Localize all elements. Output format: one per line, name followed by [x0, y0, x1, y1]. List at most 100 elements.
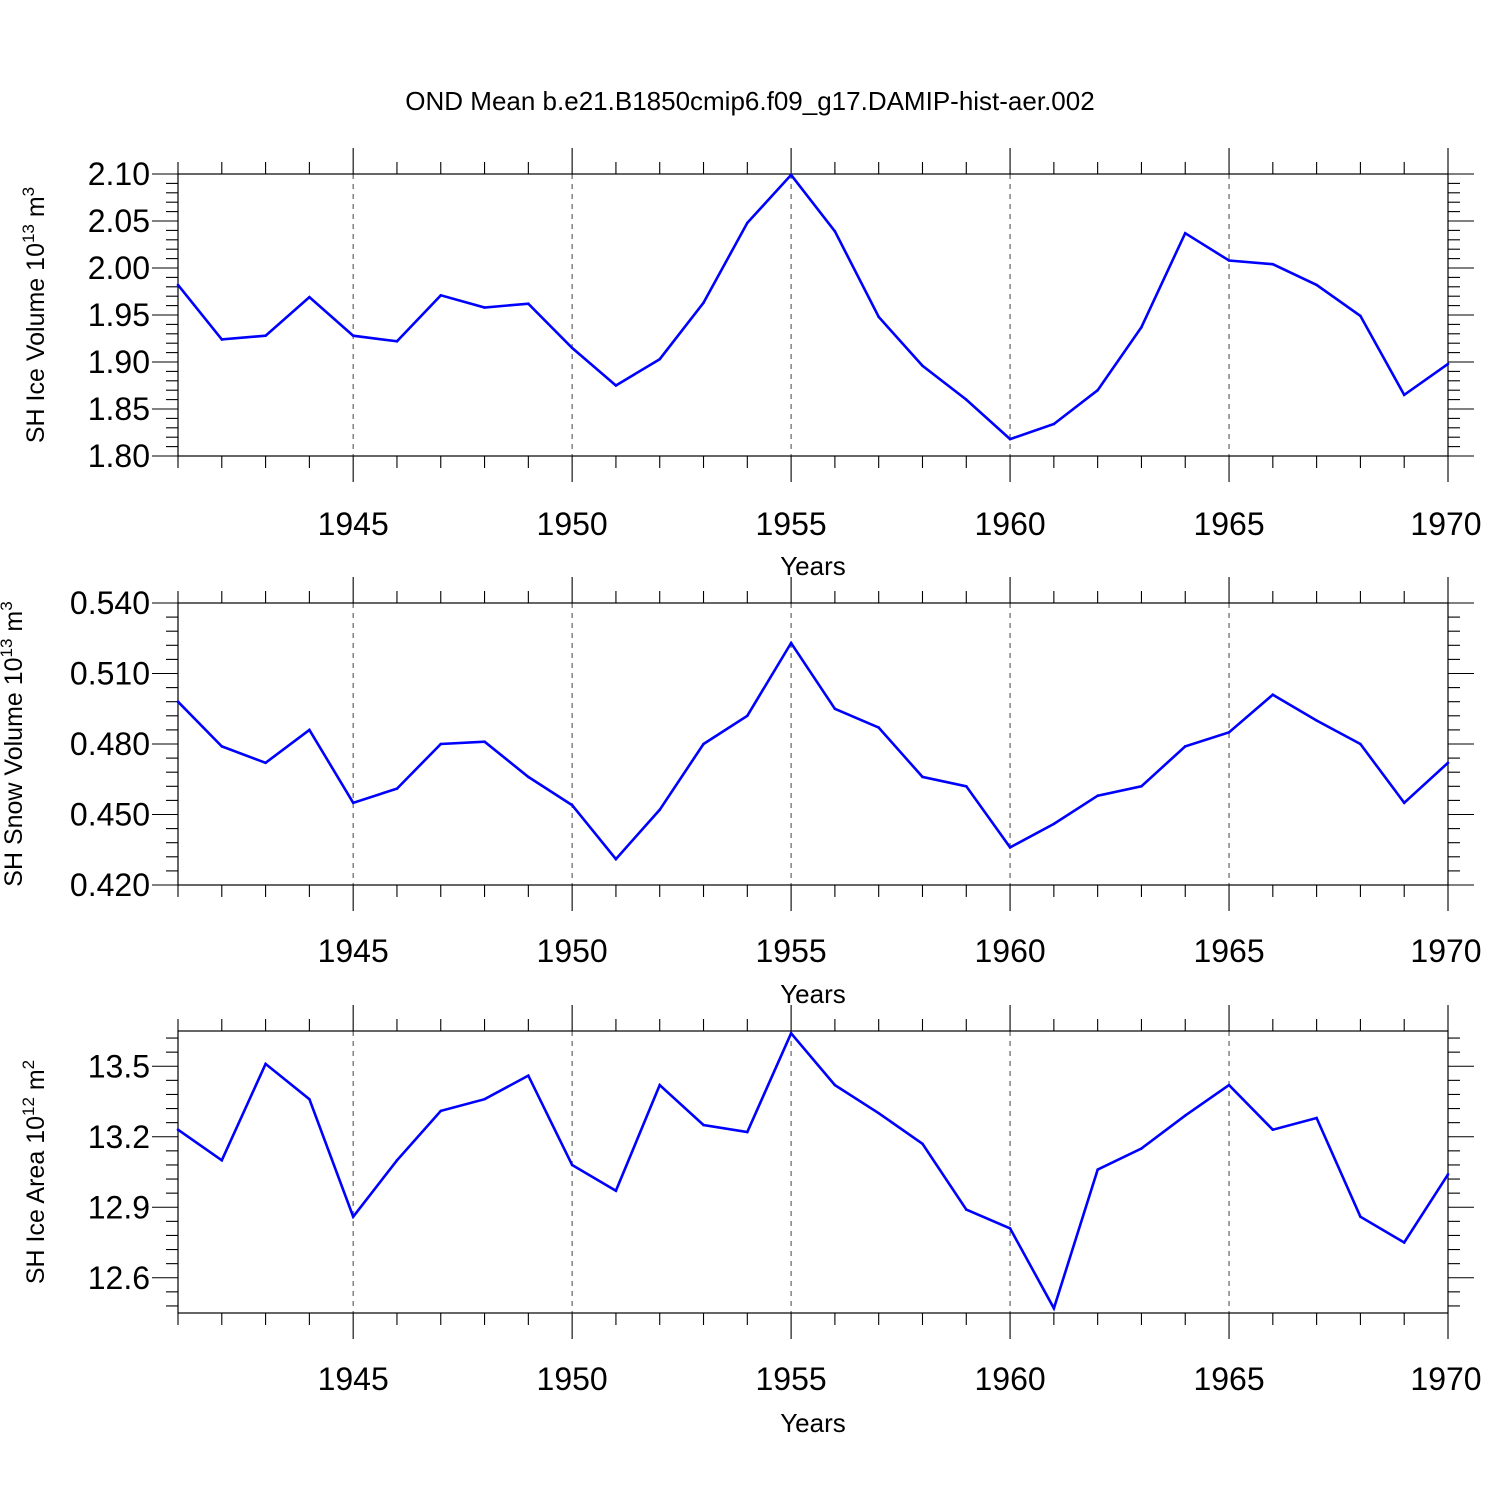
data-point — [746, 714, 749, 718]
data-point — [1008, 437, 1012, 441]
x-tick-label: 1970 — [1410, 1361, 1481, 1397]
x-tick-label: 1960 — [974, 933, 1045, 969]
data-point — [1096, 388, 1099, 392]
y-tick-label: 1.80 — [88, 438, 150, 474]
y-axis-title: SH Ice Volume 1013 m3 — [19, 187, 50, 443]
data-point — [833, 230, 837, 233]
data-point — [1359, 742, 1362, 746]
data-point — [395, 340, 399, 343]
data-point — [308, 728, 311, 732]
data-point — [877, 1111, 880, 1115]
data-point — [1183, 1114, 1187, 1117]
data-point — [964, 1208, 968, 1211]
data-point — [1315, 719, 1318, 722]
data-point — [527, 1074, 530, 1077]
y-axis-title-exponent: 13 — [19, 224, 38, 243]
data-point — [1446, 761, 1450, 765]
figure-title: OND Mean b.e21.B1850cmip6.f09_g17.DAMIP-… — [405, 86, 1094, 116]
data-point — [483, 740, 486, 743]
x-tick-label: 1960 — [974, 1361, 1045, 1397]
y-tick-label: 2.10 — [88, 156, 150, 192]
x-tick-label: 1960 — [974, 506, 1045, 542]
y-tick-label: 0.450 — [70, 797, 150, 833]
x-tick-label: 1965 — [1193, 506, 1264, 542]
data-point — [702, 1123, 705, 1127]
y-axis-title-main: SH Snow Volume 10 — [0, 657, 28, 886]
data-point — [1183, 745, 1187, 748]
x-tick-label: 1945 — [318, 506, 389, 542]
data-point — [1227, 1083, 1231, 1087]
plot-frame — [177, 602, 1449, 886]
data-point — [220, 745, 224, 748]
data-point — [1402, 393, 1406, 397]
data-point — [395, 1158, 399, 1162]
data-point — [439, 1109, 443, 1113]
data-point — [877, 315, 880, 319]
data-point — [220, 338, 224, 341]
y-axis-title-unit-exponent: 3 — [0, 601, 16, 610]
y-axis-title: SH Ice Area 1012 m2 — [19, 1060, 50, 1284]
y-tick-label: 2.05 — [88, 203, 150, 239]
y-axis-title-unit: m — [22, 196, 50, 224]
data-point — [570, 803, 574, 807]
data-point — [1271, 693, 1275, 696]
data-point — [483, 306, 486, 309]
y-tick-label: 1.85 — [88, 391, 150, 427]
y-axis-title-main: SH Ice Area 10 — [22, 1116, 50, 1284]
y-axis-title-unit: m — [22, 1069, 50, 1097]
chart-panel-3: 12.6 12.9 13.2 13.5 1945 1950 1955 1960 1965 1970… — [19, 1005, 1482, 1438]
data-point — [264, 761, 267, 765]
x-tick-label: 1965 — [1193, 1361, 1264, 1397]
data-point — [1271, 1128, 1275, 1131]
y-tick-label: 0.540 — [70, 585, 150, 621]
panels: 1.80 1.85 1.90 1.95 2.00 2.05 2.10 1945 1950 1955… — [0, 148, 1482, 1438]
chart-panel-2: 0.420 0.450 0.480 0.510 0.540 1945 1950 1955 196… — [0, 577, 1482, 1009]
data-point — [527, 302, 530, 306]
x-tick-label: 1955 — [756, 506, 827, 542]
y-axis-title-exponent: 12 — [19, 1097, 38, 1116]
data-point — [789, 1032, 793, 1035]
data-point — [1359, 1215, 1362, 1218]
y-tick-label: 13.5 — [88, 1048, 150, 1084]
data-point — [614, 857, 618, 861]
y-tick-label: 12.9 — [88, 1189, 150, 1225]
data-point — [614, 384, 618, 387]
y-tick-label: 13.2 — [88, 1119, 150, 1155]
data-point — [308, 295, 311, 299]
data-point — [351, 801, 355, 805]
x-tick-label: 1970 — [1410, 506, 1481, 542]
x-tick-label: 1965 — [1193, 933, 1264, 969]
data-point — [1140, 325, 1143, 329]
data-point — [1402, 1241, 1406, 1244]
data-point — [614, 1189, 618, 1193]
y-axis-title: SH Snow Volume 1013 m3 — [0, 601, 28, 886]
x-tick-label: 1950 — [537, 1361, 608, 1397]
data-point — [1052, 822, 1056, 826]
y-axis-title-unit-exponent: 3 — [19, 187, 38, 196]
chart-panel-1: 1.80 1.85 1.90 1.95 2.00 2.05 2.10 1945 1950 1955… — [19, 148, 1482, 581]
data-point — [833, 707, 837, 711]
data-point — [746, 221, 749, 225]
data-point — [921, 775, 924, 779]
data-point — [1052, 422, 1056, 426]
x-tick-label: 1955 — [756, 1361, 827, 1397]
data-point — [1227, 730, 1231, 734]
data-point — [1446, 1173, 1450, 1176]
series-line — [177, 640, 1449, 862]
data-point — [570, 346, 574, 350]
data-point — [1446, 362, 1450, 366]
data-point — [483, 1097, 486, 1101]
data-point — [833, 1083, 837, 1087]
data-point — [176, 283, 180, 287]
data-point — [964, 398, 968, 401]
x-tick-label: 1950 — [537, 506, 608, 542]
data-point — [351, 1215, 355, 1218]
x-tick-label: 1955 — [756, 933, 827, 969]
y-axis-title-unit-exponent: 2 — [19, 1060, 38, 1069]
data-point — [1096, 1168, 1099, 1171]
data-point — [1008, 846, 1012, 849]
data-point — [1315, 1116, 1318, 1120]
data-point — [658, 808, 662, 812]
x-tick-label: 1950 — [537, 933, 608, 969]
